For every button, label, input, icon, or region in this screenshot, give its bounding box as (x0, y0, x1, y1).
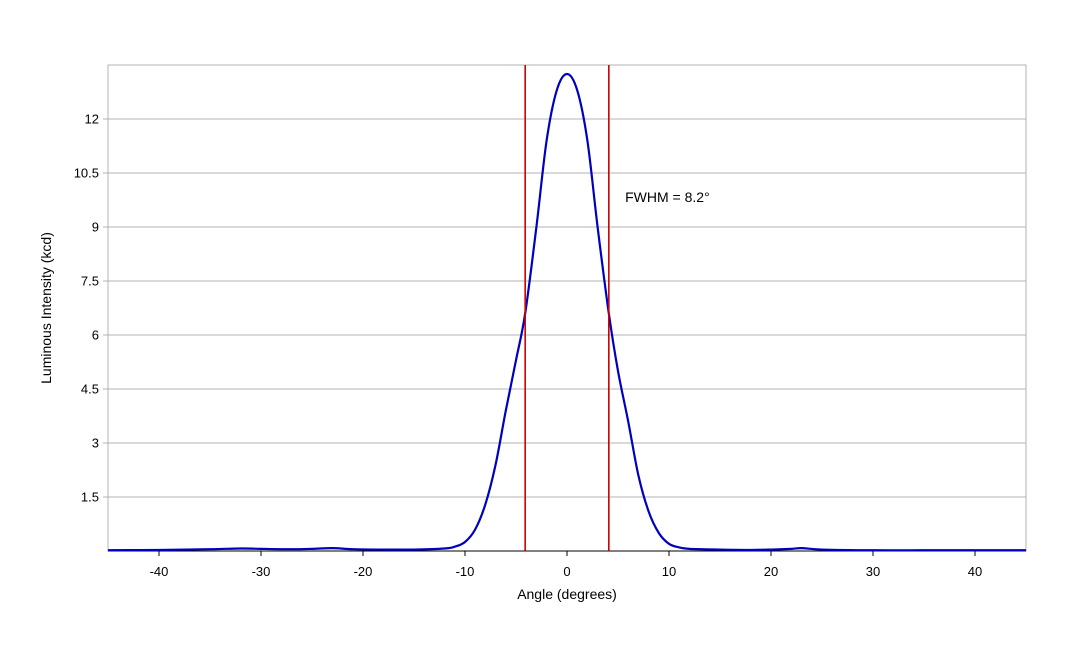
y-tick-label: 6 (92, 328, 99, 343)
x-tick-label: 40 (968, 564, 982, 579)
fwhm-annotation: FWHM = 8.2° (625, 189, 710, 205)
x-tick-label: -10 (456, 564, 475, 579)
grid-lines (108, 118, 1026, 498)
plot-area-frame (107, 64, 1027, 552)
annotations: FWHM = 8.2° (625, 189, 710, 205)
x-tick-label: -40 (150, 564, 169, 579)
tick-labels: 1.5 3 4.5 6 7.5 9 10.5 12 -40 -30 -20 -10 0 10 20 30 40 (74, 112, 983, 580)
axes (103, 118, 1026, 556)
y-tick-label: 10.5 (74, 166, 99, 181)
x-tick-label: -20 (354, 564, 373, 579)
series-lines (107, 72, 1026, 552)
x-axis-title: Angle (degrees) (517, 586, 617, 602)
x-tick-label: 10 (662, 564, 676, 579)
x-tick-label: 0 (563, 564, 570, 579)
y-tick-label: 4.5 (81, 382, 99, 397)
y-tick-label: 9 (92, 220, 99, 235)
y-tick-label: 1.5 (81, 490, 99, 505)
fwhm-markers (524, 65, 610, 551)
y-tick-label: 12 (85, 112, 99, 127)
y-tick-label: 7.5 (81, 274, 99, 289)
x-tick-label: 30 (866, 564, 880, 579)
intensity-curve (107, 72, 1026, 552)
y-tick-label: 3 (92, 436, 99, 451)
y-axis-title: Luminous Intensity (kcd) (38, 232, 54, 384)
x-tick-label: -30 (252, 564, 271, 579)
x-tick-label: 20 (764, 564, 778, 579)
